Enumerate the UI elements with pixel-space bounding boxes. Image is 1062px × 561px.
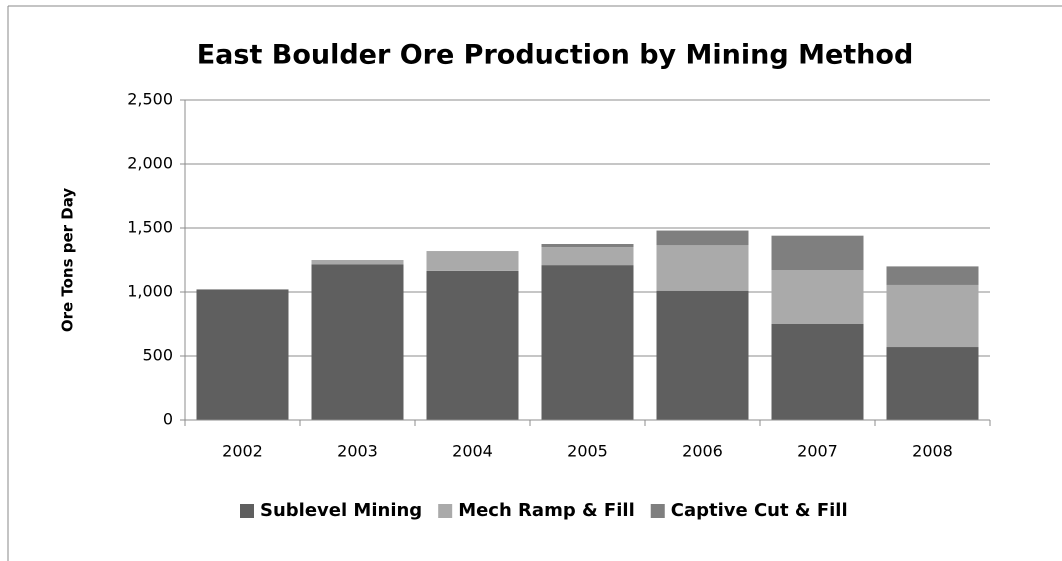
- y-tick-label: 2,000: [127, 154, 173, 173]
- legend-swatch: [240, 504, 254, 518]
- bar-segment: [426, 270, 519, 420]
- bar-segment: [771, 270, 864, 324]
- legend-label: Captive Cut & Fill: [671, 500, 848, 521]
- bar-segment: [541, 265, 634, 420]
- chart-title: East Boulder Ore Production by Mining Me…: [197, 40, 914, 71]
- bar-segment: [886, 347, 979, 420]
- x-tick-label: 2003: [337, 442, 378, 461]
- bar-segment: [656, 245, 749, 291]
- bar-segment: [656, 290, 749, 420]
- y-tick-label: 0: [163, 410, 173, 429]
- bar-segment: [541, 244, 634, 248]
- legend-swatch: [438, 504, 453, 518]
- bar-segment: [426, 251, 519, 271]
- bar-segment: [311, 264, 404, 420]
- legend-label: Mech Ramp & Fill: [458, 500, 635, 521]
- y-tick-label: 2,500: [127, 90, 173, 109]
- bar-segment: [196, 289, 289, 420]
- bar-segment: [311, 260, 404, 265]
- x-tick-label: 2004: [452, 442, 493, 461]
- bar-segment: [771, 324, 864, 420]
- x-tick-label: 2005: [567, 442, 608, 461]
- y-tick-label: 1,000: [127, 282, 173, 301]
- y-tick-label: 1,500: [127, 218, 173, 237]
- x-tick-label: 2008: [912, 442, 953, 461]
- y-tick-label: 500: [142, 346, 173, 365]
- bar-segment: [886, 266, 979, 285]
- bar-segment: [886, 284, 979, 348]
- legend-label: Sublevel Mining: [260, 500, 422, 521]
- bar-segment: [541, 247, 634, 266]
- bar-segment: [656, 230, 749, 246]
- x-tick-label: 2002: [222, 442, 263, 461]
- y-axis-label: Ore Tons per Day: [59, 188, 77, 333]
- x-tick-label: 2006: [682, 442, 723, 461]
- bar-segment: [771, 235, 864, 271]
- legend-swatch: [650, 504, 665, 518]
- x-tick-label: 2007: [797, 442, 838, 461]
